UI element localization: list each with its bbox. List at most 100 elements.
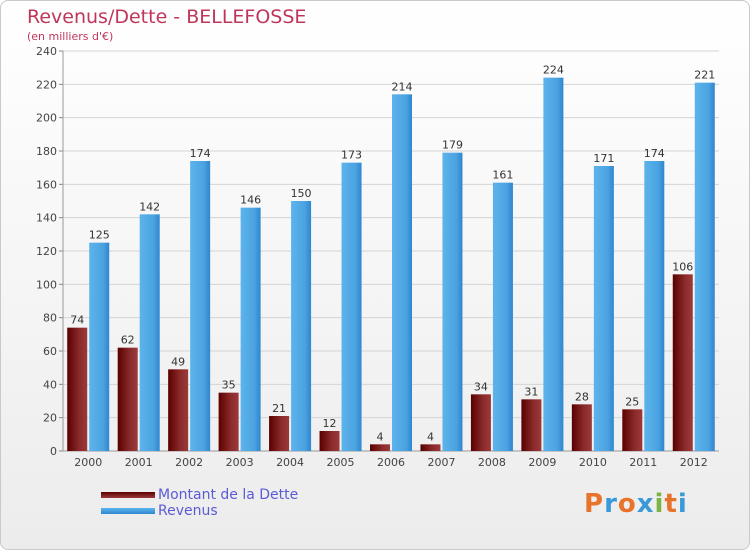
data-label-revenus: 174 xyxy=(190,147,211,160)
bar-dette xyxy=(168,369,189,451)
bar-dette xyxy=(672,274,693,451)
bar-revenus xyxy=(442,152,463,451)
x-tick-label: 2006 xyxy=(377,456,405,469)
data-label-dette: 31 xyxy=(524,385,538,398)
x-tick-label: 2010 xyxy=(579,456,607,469)
y-tick-label: 60 xyxy=(43,345,57,358)
data-label-dette: 4 xyxy=(377,430,384,443)
y-tick-label: 80 xyxy=(43,312,57,325)
data-label-revenus: 173 xyxy=(341,149,362,162)
data-label-revenus: 142 xyxy=(139,200,160,213)
data-label-dette: 12 xyxy=(323,417,337,430)
y-tick-label: 220 xyxy=(36,78,57,91)
data-label-dette: 28 xyxy=(575,390,589,403)
logo-letter: o xyxy=(617,489,637,519)
logo-letter: P xyxy=(584,489,605,519)
legend-label-revenus: Revenus xyxy=(158,503,218,519)
y-tick-label: 180 xyxy=(36,145,57,158)
legend-item-revenus: Revenus xyxy=(101,503,298,519)
y-tick-label: 100 xyxy=(36,278,57,291)
data-label-revenus: 179 xyxy=(442,139,463,152)
bar-revenus xyxy=(392,94,412,451)
x-tick-label: 2004 xyxy=(276,456,304,469)
bar-dette xyxy=(470,394,491,451)
legend-swatch-dette xyxy=(101,492,155,498)
chart-subtitle: (en milliers d'€) xyxy=(27,30,114,43)
bar-dette xyxy=(622,409,643,451)
x-tick-label: 2008 xyxy=(478,456,506,469)
data-label-dette: 49 xyxy=(171,355,185,368)
x-tick-label: 2012 xyxy=(680,456,708,469)
data-label-dette: 74 xyxy=(70,314,84,327)
x-tick-label: 2003 xyxy=(226,456,254,469)
y-tick-label: 0 xyxy=(50,445,57,458)
bar-revenus xyxy=(644,161,665,451)
data-label-dette: 106 xyxy=(672,260,693,273)
y-tick-label: 200 xyxy=(36,112,57,125)
data-label-dette: 21 xyxy=(272,402,286,415)
data-label-revenus: 174 xyxy=(644,147,665,160)
bar-dette xyxy=(571,404,592,451)
logo-letter: r xyxy=(604,489,618,519)
grid-lines xyxy=(63,50,719,452)
y-tick-label: 120 xyxy=(36,245,57,258)
logo-letter: i xyxy=(677,489,688,519)
bar-revenus xyxy=(593,166,614,451)
data-label-dette: 4 xyxy=(427,430,434,443)
bar-revenus xyxy=(240,207,261,451)
x-tick-label: 2005 xyxy=(327,456,355,469)
bars xyxy=(67,77,715,452)
bar-revenus xyxy=(139,214,160,451)
x-tick-label: 2009 xyxy=(528,456,556,469)
x-tick-label: 2001 xyxy=(125,456,153,469)
chart-title: Revenus/Dette - BELLEFOSSE xyxy=(27,6,307,28)
bar-dette xyxy=(521,399,542,451)
data-label-revenus: 161 xyxy=(492,169,513,182)
proxiti-logo: Proxiti xyxy=(584,489,688,519)
logo-letter: x xyxy=(636,489,655,519)
data-label-revenus: 150 xyxy=(291,187,312,200)
y-tick-label: 20 xyxy=(43,412,57,425)
data-label-dette: 34 xyxy=(474,380,488,393)
data-label-revenus: 224 xyxy=(543,64,564,77)
bar-dette xyxy=(420,444,441,451)
data-label-dette: 35 xyxy=(222,379,236,392)
data-label-revenus: 221 xyxy=(694,69,715,82)
bar-dette xyxy=(269,416,290,451)
legend-label-dette: Montant de la Dette xyxy=(158,487,299,503)
data-label-revenus: 125 xyxy=(89,229,110,242)
y-tick-label: 240 xyxy=(36,45,57,58)
legend-swatch-revenus xyxy=(101,508,155,514)
bar-revenus xyxy=(190,161,211,451)
logo-letter: t xyxy=(664,489,678,519)
data-label-dette: 62 xyxy=(121,334,135,347)
logo-letter: i xyxy=(654,489,665,519)
y-tick-label: 160 xyxy=(36,178,57,191)
data-label-dette: 25 xyxy=(625,395,639,408)
data-label-revenus: 171 xyxy=(593,152,614,165)
x-tick-label: 2002 xyxy=(175,456,203,469)
axes: 0 20 40 60 80 100 120 140 160 180 200 220 240 2000 200… xyxy=(36,45,719,469)
x-tick-label: 2000 xyxy=(74,456,102,469)
x-tick-label: 2011 xyxy=(629,456,657,469)
bar-revenus xyxy=(341,162,362,451)
legend: Montant de la Dette Revenus xyxy=(101,487,298,519)
bar-dette xyxy=(370,444,390,451)
data-labels: 74 125 62 142 49 174 35 146 21 150 12 173 4 214 4 179 34… xyxy=(70,64,715,444)
legend-item-dette: Montant de la Dette xyxy=(101,487,298,503)
bar-dette xyxy=(67,327,88,451)
bar-dette xyxy=(319,431,340,451)
data-label-revenus: 146 xyxy=(240,194,261,207)
x-tick-label: 2007 xyxy=(427,456,455,469)
bar-revenus xyxy=(492,182,513,451)
bar-revenus xyxy=(694,82,715,452)
bar-dette xyxy=(117,347,138,451)
bar-revenus xyxy=(291,201,312,451)
bar-revenus xyxy=(543,77,564,452)
bar-dette xyxy=(218,392,239,451)
y-tick-label: 40 xyxy=(43,378,57,391)
y-tick-label: 140 xyxy=(36,212,57,225)
bar-revenus xyxy=(89,242,110,451)
